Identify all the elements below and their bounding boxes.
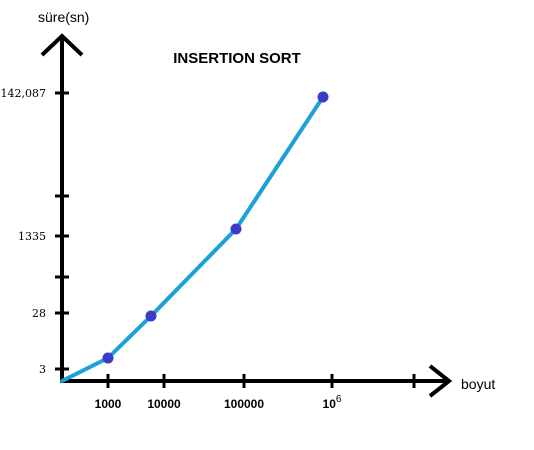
data-point	[230, 223, 242, 235]
x-tick-label: 1000	[95, 397, 122, 411]
series-line-group	[60, 95, 325, 383]
x-axis-arrow	[428, 364, 453, 398]
series-line	[60, 95, 325, 383]
x-tick-label: 10000	[147, 397, 181, 411]
data-point	[317, 91, 329, 103]
data-point	[102, 352, 114, 364]
y-axis-arrow	[40, 33, 84, 57]
y-ticks: 3 28 1335 142,087	[1, 87, 69, 376]
x-tick-label: 100000	[224, 397, 264, 411]
data-points	[102, 91, 329, 364]
y-tick-label: 28	[32, 307, 46, 320]
x-tick-label: 106	[323, 394, 342, 411]
chart-title: INSERTION SORT	[173, 50, 301, 67]
y-tick-label: 3	[39, 363, 46, 376]
y-axis-label: süre(sn)	[38, 9, 89, 25]
x-ticks: 1000 10000 100000 106	[95, 374, 416, 411]
y-tick-label: 1335	[18, 230, 46, 243]
y-tick-label: 142,087	[1, 87, 47, 100]
x-axis-label: boyut	[461, 376, 495, 392]
data-point	[145, 310, 157, 322]
